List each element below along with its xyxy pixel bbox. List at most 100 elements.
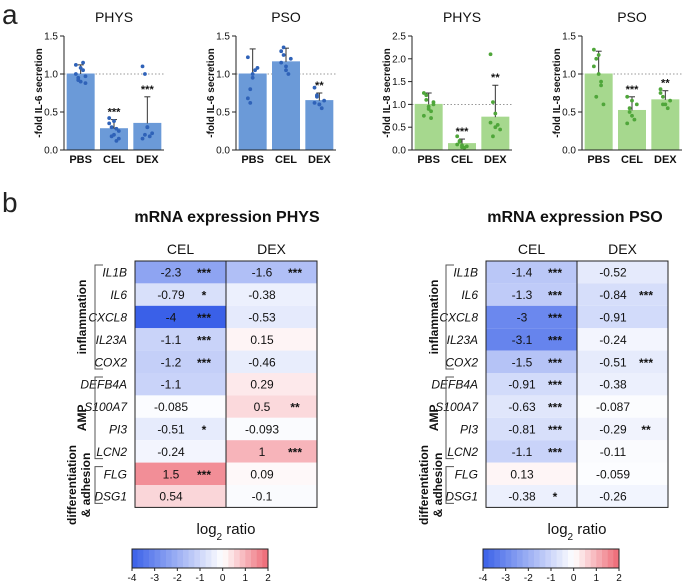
cell-value: 0.15: [250, 333, 274, 347]
colorbar-segment: [183, 549, 189, 568]
data-point: [245, 96, 250, 101]
group-bracket: [445, 466, 454, 504]
bar-pbs: [414, 103, 443, 151]
cell-significance: ***: [548, 378, 562, 392]
colorbar-segment: [511, 549, 518, 568]
colorbar-segment: [568, 549, 574, 568]
row-label: DSG1: [94, 490, 127, 504]
bar-pbs: [584, 73, 613, 151]
colorbar-segment: [200, 549, 206, 568]
heatmap-cell: [135, 485, 226, 508]
cell-value: -0.26: [599, 490, 627, 504]
colorbar-tick-label: -3: [150, 573, 159, 584]
data-point: [498, 127, 503, 132]
group-bracket: [94, 376, 103, 460]
colorbar-tick-label: -2: [173, 573, 182, 584]
colorbar-segment: [234, 549, 240, 568]
x-tick-label: DEX: [654, 154, 677, 166]
cell-significance: ***: [639, 289, 653, 303]
cell-value: -0.24: [599, 333, 627, 347]
colorbar-segment: [217, 549, 223, 568]
significance-label: **: [491, 72, 500, 84]
row-label: COX2: [94, 355, 127, 369]
cell-significance: *: [202, 289, 207, 303]
x-tick-label: CEL: [621, 154, 643, 166]
row-label: DEFB4A: [80, 378, 127, 392]
colorbar-segment: [143, 549, 150, 568]
cell-value: -1.4: [512, 266, 533, 280]
data-point: [464, 144, 469, 149]
data-point: [245, 55, 250, 60]
data-point: [112, 119, 116, 124]
data-point: [591, 64, 596, 69]
colorbar-segment: [602, 549, 608, 568]
data-point: [143, 72, 147, 76]
heatmap-cell: [226, 373, 317, 396]
heatmap-cell: [577, 485, 668, 508]
cell-value: -1.5: [512, 355, 533, 369]
x-tick-label: PBS: [417, 154, 440, 166]
x-tick-label: DEX: [308, 154, 331, 166]
row-label: S100A7: [84, 400, 128, 414]
group-label: AMP: [427, 404, 441, 431]
cell-significance: ***: [548, 423, 562, 437]
y-tick-label: 2.5: [392, 32, 406, 43]
data-point: [140, 64, 145, 69]
cell-value: -0.087: [596, 400, 630, 414]
data-point: [594, 56, 599, 61]
y-tick-label: 0.5: [562, 108, 576, 119]
colorbar-segment: [239, 549, 246, 568]
cell-value: -0.38: [508, 490, 536, 504]
cell-value: -0.085: [154, 400, 188, 414]
row-label: DSG1: [445, 490, 478, 504]
bar-chart-2: PSO -fold IL-6 secretion PBS CEL ** DEX 0.0 0.5…: [206, 9, 336, 166]
cell-value: -1.6: [252, 266, 273, 280]
row-label: COX2: [445, 355, 478, 369]
cell-significance: ***: [548, 445, 562, 459]
row-label: DEFB4A: [431, 378, 478, 392]
colorbar-segment: [534, 549, 540, 568]
cell-significance: ***: [548, 266, 562, 280]
y-tick-label: 1.5: [562, 32, 576, 43]
data-point: [116, 136, 121, 141]
group-label: AMP: [75, 404, 89, 431]
y-tick-label: 1.0: [44, 70, 58, 81]
data-point: [83, 74, 88, 79]
heatmap-cell: [226, 261, 317, 284]
cell-value: -3: [517, 311, 528, 325]
y-tick-label: 1.0: [392, 100, 406, 111]
heatmap-cell: [486, 485, 577, 508]
heatmap-cell: [577, 261, 668, 284]
heatmap-title: mRNA expression PSO: [487, 209, 662, 226]
colorbar-segment: [137, 549, 144, 568]
data-point: [634, 102, 639, 107]
data-point: [284, 68, 288, 73]
data-point: [599, 83, 603, 88]
cell-significance: ***: [548, 333, 562, 347]
heatmap-cell: [577, 350, 668, 373]
data-point: [661, 94, 665, 99]
colorbar-segment: [194, 549, 201, 568]
data-point: [73, 62, 78, 67]
data-point: [429, 109, 433, 114]
heatmap-cell: [577, 417, 668, 441]
heatmap-cell: [226, 462, 317, 485]
cell-value: -0.51: [599, 355, 627, 369]
cell-significance: ***: [288, 445, 302, 459]
data-point: [455, 142, 460, 147]
data-point: [143, 132, 147, 137]
row-label: IL6: [461, 288, 478, 302]
colorbar-segment: [562, 549, 569, 568]
row-label: CXCL8: [439, 311, 478, 325]
bar-chart-3: PHYS -fold IL-8 secretion PBS *** CEL ** DEX 0.…: [382, 9, 512, 166]
cell-value: -4: [166, 311, 177, 325]
data-point: [281, 53, 286, 57]
colorbar-segment: [205, 549, 212, 568]
cell-value: -0.46: [248, 355, 276, 369]
row-label: S100A7: [435, 400, 479, 414]
heatmap-cell: [486, 328, 577, 351]
data-point: [424, 93, 429, 98]
data-point: [460, 145, 464, 150]
row-label: FLG: [455, 467, 478, 481]
heatmap-cell: [577, 283, 668, 306]
